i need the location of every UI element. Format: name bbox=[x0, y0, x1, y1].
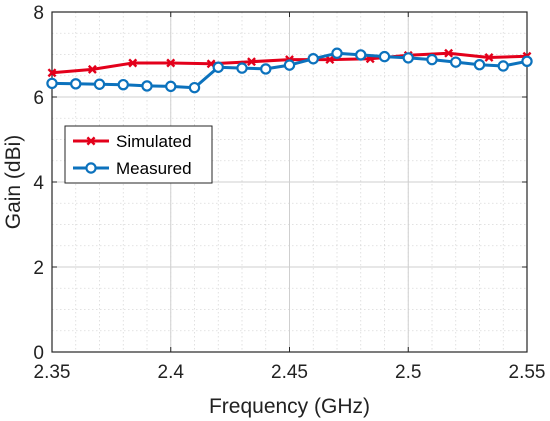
data-point-measured bbox=[473, 58, 486, 71]
data-point-measured bbox=[521, 55, 533, 68]
data-point-simulated bbox=[47, 68, 57, 78]
legend-label-simulated: Simulated bbox=[116, 132, 192, 151]
data-point-simulated bbox=[247, 57, 256, 67]
y-tick-label: 8 bbox=[33, 3, 44, 24]
data-point-measured bbox=[426, 53, 438, 66]
legend-marker-simulated bbox=[86, 136, 96, 146]
x-tick-label: 2.35 bbox=[34, 362, 71, 383]
data-point-measured bbox=[307, 53, 319, 65]
x-tick-label: 2.5 bbox=[395, 362, 421, 383]
x-tick-label: 2.45 bbox=[271, 362, 308, 383]
data-point-measured bbox=[93, 78, 106, 90]
y-tick-label: 2 bbox=[33, 258, 44, 279]
y-axis-ticks: 0 2 4 6 8 bbox=[33, 3, 527, 364]
y-tick-label: 6 bbox=[33, 88, 44, 109]
legend: Simulated Measured bbox=[64, 125, 213, 184]
data-point-measured bbox=[450, 56, 462, 68]
legend-marker-shape bbox=[85, 162, 97, 174]
legend-entry-simulated: Simulated bbox=[73, 132, 192, 151]
data-point-measured bbox=[117, 78, 129, 91]
series-measured bbox=[46, 47, 533, 94]
data-point-measured bbox=[331, 47, 343, 59]
data-point-simulated bbox=[325, 55, 335, 65]
data-point-measured bbox=[46, 77, 58, 90]
data-point-measured bbox=[378, 50, 391, 63]
data-point-simulated bbox=[444, 48, 454, 58]
x-tick-label: 2.4 bbox=[158, 362, 185, 383]
y-axis-label: Gain (dBi) bbox=[2, 135, 25, 230]
legend-box bbox=[64, 125, 213, 184]
data-point-simulated bbox=[87, 64, 97, 74]
legend-marker-shape bbox=[86, 136, 96, 146]
data-point-measured bbox=[260, 63, 272, 75]
data-point-simulated bbox=[166, 58, 176, 68]
data-point-measured bbox=[141, 80, 153, 92]
data-point-measured bbox=[283, 59, 296, 71]
data-point-measured bbox=[355, 49, 367, 61]
legend-marker-measured bbox=[85, 162, 97, 174]
legend-entry-measured: Measured bbox=[73, 159, 192, 178]
data-point-measured bbox=[212, 61, 224, 73]
legend-label-measured: Measured bbox=[116, 159, 192, 178]
data-point-measured bbox=[188, 81, 201, 94]
x-tick-label: 2.55 bbox=[509, 362, 546, 383]
x-axis-ticks: 2.35 2.4 2.45 2.5 2.55 bbox=[34, 12, 546, 383]
data-point-measured bbox=[236, 62, 248, 74]
data-point-simulated bbox=[484, 53, 494, 62]
data-point-measured bbox=[70, 78, 82, 90]
y-tick-label: 0 bbox=[33, 343, 44, 364]
data-point-simulated bbox=[128, 58, 138, 68]
data-point-measured bbox=[165, 80, 177, 93]
y-tick-label: 4 bbox=[33, 173, 44, 194]
data-point-measured bbox=[402, 52, 414, 64]
x-axis-label: Frequency (GHz) bbox=[209, 395, 370, 418]
series-layer bbox=[46, 47, 533, 94]
data-point-measured bbox=[497, 60, 509, 72]
